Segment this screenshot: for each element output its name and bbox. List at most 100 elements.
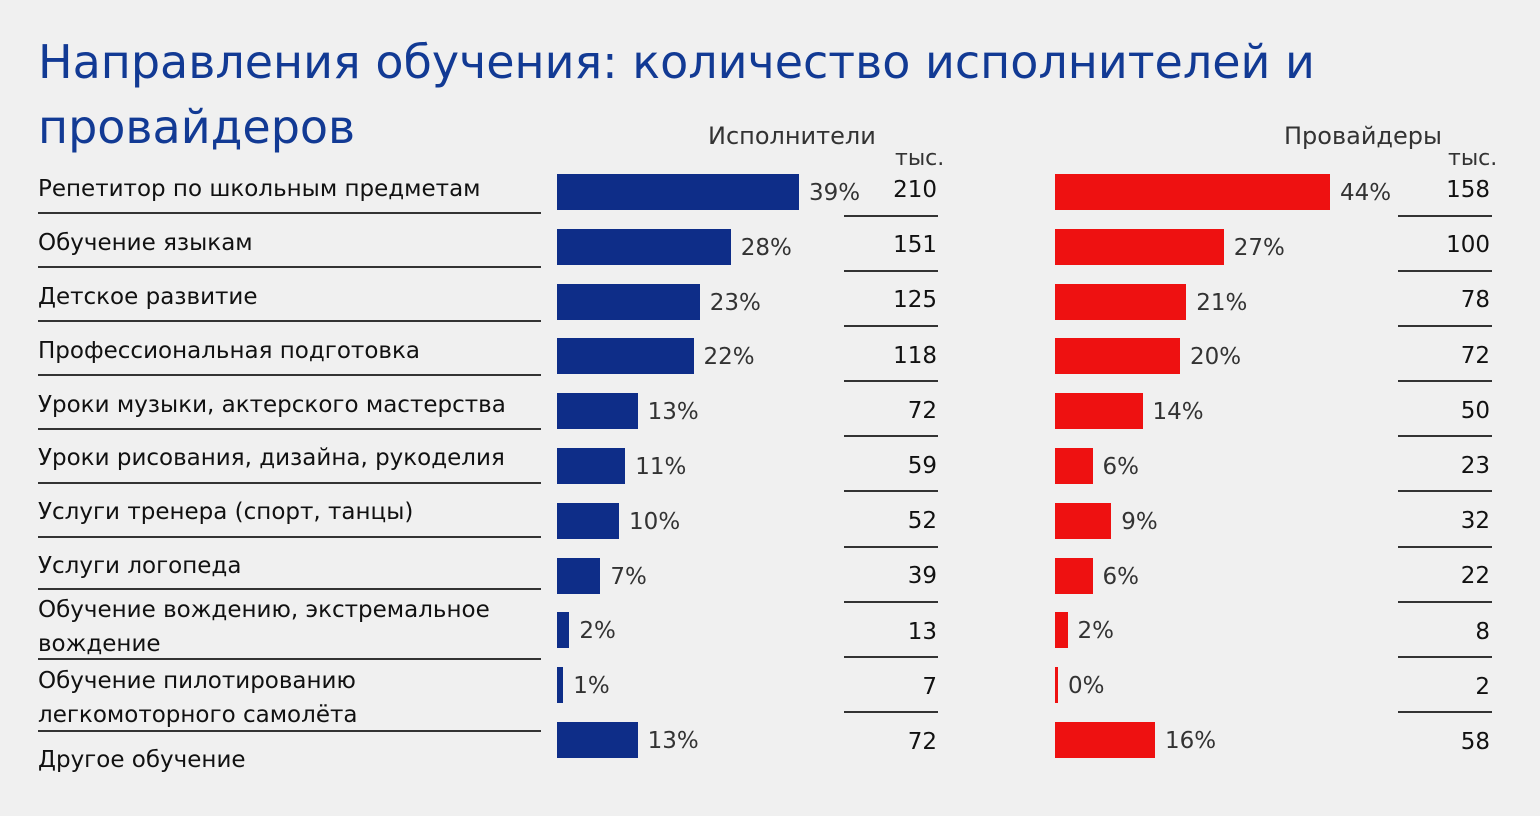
bar-providers xyxy=(1055,338,1180,375)
row-divider xyxy=(1398,325,1492,327)
category-label: Услуги логопеда xyxy=(38,553,242,579)
bar-performers xyxy=(557,612,570,649)
count-value-performers: 52 xyxy=(907,508,937,535)
bar-providers xyxy=(1055,448,1093,484)
percent-label-providers: 9% xyxy=(1121,508,1158,535)
percent-label-providers: 6% xyxy=(1102,563,1140,590)
row-divider xyxy=(1398,601,1492,603)
row-divider xyxy=(844,380,938,382)
percent-label-providers: 0% xyxy=(1068,673,1105,700)
count-value-providers: 58 xyxy=(1460,729,1490,755)
percent-label-performers: 22% xyxy=(703,344,755,371)
row-divider xyxy=(38,266,541,268)
bar-providers xyxy=(1055,667,1058,704)
row-divider xyxy=(844,711,938,713)
count-value-providers: 22 xyxy=(1460,563,1490,590)
bar-performers xyxy=(557,393,638,430)
count-value-performers: 125 xyxy=(893,287,937,314)
percent-label-providers: 21% xyxy=(1196,289,1248,316)
row-divider xyxy=(38,374,541,376)
count-value-performers: 39 xyxy=(907,563,937,590)
count-value-providers: 23 xyxy=(1460,453,1490,479)
category-label: Обучение пилотированию легкомоторного сам… xyxy=(38,668,358,728)
bar-performers xyxy=(557,502,620,539)
category-label: Репетитор по школьным предметам xyxy=(38,176,481,202)
row-divider xyxy=(1398,270,1492,272)
count-value-performers: 118 xyxy=(893,342,937,369)
row-divider xyxy=(1398,546,1492,548)
row-divider xyxy=(1398,656,1492,658)
percent-label-performers: 7% xyxy=(610,563,647,590)
row-divider xyxy=(38,588,541,590)
bar-performers xyxy=(557,448,626,484)
bar-performers xyxy=(557,667,564,704)
bar-performers xyxy=(557,228,731,265)
series-header-performers: Исполнители xyxy=(708,122,876,150)
row-divider xyxy=(1398,490,1492,492)
category-label: Уроки музыки, актерского мастерства xyxy=(38,392,506,418)
count-value-providers: 158 xyxy=(1446,177,1490,203)
row-divider xyxy=(844,490,938,492)
count-value-performers: 210 xyxy=(893,177,937,203)
count-value-providers: 72 xyxy=(1460,342,1490,369)
count-value-providers: 8 xyxy=(1475,618,1490,645)
percent-label-providers: 27% xyxy=(1233,234,1285,261)
count-value-performers: 151 xyxy=(893,232,937,259)
bar-providers xyxy=(1055,174,1330,210)
percent-label-providers: 20% xyxy=(1190,344,1242,371)
count-value-providers: 50 xyxy=(1460,397,1490,424)
percent-label-performers: 1% xyxy=(573,673,610,700)
row-divider xyxy=(38,658,541,660)
row-divider xyxy=(1398,215,1492,217)
category-label: Уроки рисования, дизайна, рукоделия xyxy=(38,445,505,471)
row-divider xyxy=(844,325,938,327)
unit-label-providers: тыс. xyxy=(1448,146,1498,171)
row-divider xyxy=(38,730,541,732)
row-divider xyxy=(844,546,938,548)
bar-providers xyxy=(1055,393,1143,430)
row-divider xyxy=(38,428,541,430)
count-value-performers: 72 xyxy=(907,397,937,424)
row-divider xyxy=(1398,711,1492,713)
bar-performers xyxy=(557,722,638,758)
percent-label-performers: 28% xyxy=(740,234,792,261)
percent-label-providers: 16% xyxy=(1165,728,1217,754)
row-divider xyxy=(38,212,541,214)
count-value-performers: 59 xyxy=(907,453,937,479)
series-header-providers: Провайдеры xyxy=(1284,122,1442,150)
bar-performers xyxy=(557,174,799,210)
bar-providers xyxy=(1055,557,1093,594)
count-value-providers: 2 xyxy=(1475,673,1490,700)
row-divider xyxy=(844,656,938,658)
row-divider xyxy=(1398,435,1492,437)
count-value-providers: 78 xyxy=(1460,287,1490,314)
percent-label-performers: 11% xyxy=(635,454,687,480)
bar-providers xyxy=(1055,612,1068,649)
count-value-providers: 32 xyxy=(1460,508,1490,535)
percent-label-providers: 44% xyxy=(1340,180,1392,206)
percent-label-providers: 2% xyxy=(1077,618,1115,645)
bar-providers xyxy=(1055,502,1112,539)
percent-label-providers: 14% xyxy=(1152,399,1204,426)
unit-label-performers: тыс. xyxy=(895,146,945,171)
category-label: Другое обучение xyxy=(38,747,246,773)
row-divider xyxy=(844,270,938,272)
category-label: Обучение вождению, экстремальное вождение xyxy=(38,597,490,657)
row-divider xyxy=(844,601,938,603)
percent-label-performers: 2% xyxy=(579,618,616,645)
percent-label-performers: 13% xyxy=(647,399,699,426)
page-title: Направления обучения: количество исполни… xyxy=(38,35,1315,154)
bar-providers xyxy=(1055,722,1155,758)
row-divider xyxy=(38,482,541,484)
percent-label-performers: 39% xyxy=(809,180,861,206)
count-value-performers: 13 xyxy=(907,618,937,645)
bar-providers xyxy=(1055,283,1187,320)
count-value-performers: 72 xyxy=(907,729,937,755)
row-divider xyxy=(1398,380,1492,382)
bar-performers xyxy=(557,283,700,320)
row-divider xyxy=(38,536,541,538)
percent-label-performers: 13% xyxy=(647,728,699,754)
bar-performers xyxy=(557,557,601,594)
percent-label-performers: 23% xyxy=(709,289,761,316)
category-label: Обучение языкам xyxy=(38,230,253,256)
